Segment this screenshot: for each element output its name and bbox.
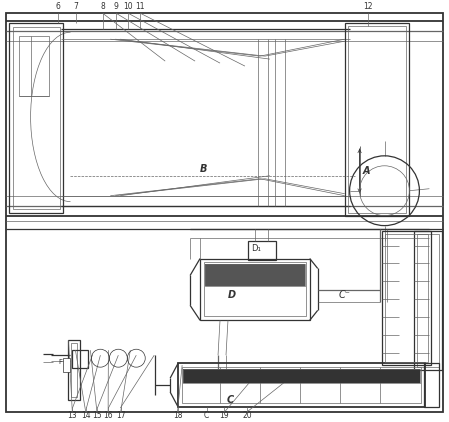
Text: B: B xyxy=(200,164,207,174)
Bar xyxy=(248,241,276,260)
Text: 20: 20 xyxy=(242,411,252,420)
Text: C: C xyxy=(226,395,233,405)
Bar xyxy=(414,230,442,370)
Text: 19: 19 xyxy=(220,411,229,420)
Bar xyxy=(9,23,63,213)
Bar xyxy=(348,26,406,213)
Text: 8: 8 xyxy=(101,2,105,11)
Bar xyxy=(13,27,60,208)
Text: 18: 18 xyxy=(173,411,182,420)
Bar xyxy=(200,259,310,320)
Bar xyxy=(182,367,422,403)
Bar xyxy=(384,234,428,362)
Text: 12: 12 xyxy=(363,2,373,11)
Bar xyxy=(345,23,409,216)
Text: C⁻: C⁻ xyxy=(339,290,351,300)
Text: D: D xyxy=(228,290,236,300)
Text: 10: 10 xyxy=(123,2,133,11)
Bar xyxy=(19,36,48,96)
Bar xyxy=(62,358,70,372)
Text: 14: 14 xyxy=(81,411,91,420)
Bar xyxy=(424,363,439,407)
Bar xyxy=(205,265,305,287)
Bar xyxy=(178,363,425,407)
Bar xyxy=(205,265,305,287)
Text: A: A xyxy=(363,166,370,176)
Text: F: F xyxy=(58,359,62,365)
Bar xyxy=(204,262,306,316)
Text: 6: 6 xyxy=(56,2,61,11)
Text: 16: 16 xyxy=(103,411,113,420)
Text: 9: 9 xyxy=(114,2,119,11)
Text: 11: 11 xyxy=(136,2,145,11)
Bar xyxy=(382,230,431,365)
Bar xyxy=(183,369,420,383)
Bar xyxy=(71,343,78,397)
Bar xyxy=(183,369,420,383)
Text: D₁: D₁ xyxy=(251,244,261,253)
Bar xyxy=(418,234,439,367)
Text: 17: 17 xyxy=(116,411,125,420)
Text: 7: 7 xyxy=(74,2,78,11)
Bar xyxy=(69,340,80,400)
Text: 15: 15 xyxy=(92,411,102,420)
Text: C: C xyxy=(204,411,209,420)
Text: 13: 13 xyxy=(67,411,77,420)
Bar xyxy=(72,350,88,368)
